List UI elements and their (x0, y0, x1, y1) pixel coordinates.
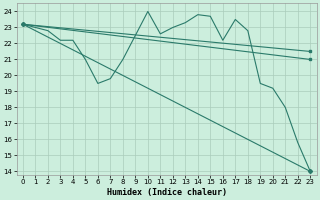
X-axis label: Humidex (Indice chaleur): Humidex (Indice chaleur) (107, 188, 227, 197)
